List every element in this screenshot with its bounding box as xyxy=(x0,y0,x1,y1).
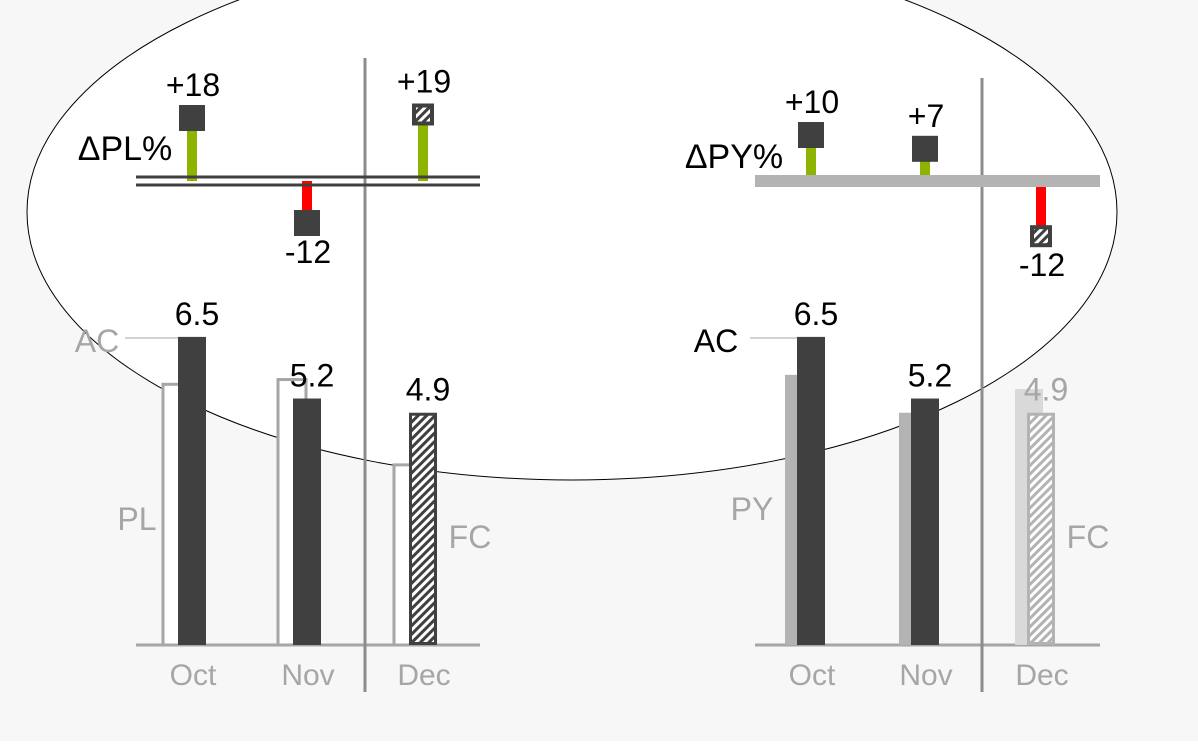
variance-pin xyxy=(187,118,197,181)
category-label: Dec xyxy=(397,659,450,692)
series-label-fc: FC xyxy=(1067,519,1110,555)
variance-label: +18 xyxy=(166,67,220,103)
ac-bar xyxy=(797,336,825,645)
value-label: 5.2 xyxy=(908,358,952,394)
variance-axis-label: ΔPY% xyxy=(685,138,783,176)
fc-bar xyxy=(409,412,437,645)
variance-label: +7 xyxy=(908,98,944,134)
variance-marker xyxy=(798,122,824,148)
ac-bar xyxy=(911,398,939,645)
variance-pin xyxy=(302,181,312,223)
variance-marker xyxy=(179,105,205,131)
series-label-pl: PL xyxy=(117,501,156,537)
variance-label: +10 xyxy=(785,84,839,120)
series-label-py: PY xyxy=(731,491,774,527)
highlight-ellipse xyxy=(26,0,1118,481)
category-label: Nov xyxy=(281,659,334,692)
category-label: Oct xyxy=(789,659,836,692)
variance-pin xyxy=(920,148,930,181)
value-label: 6.5 xyxy=(175,296,219,332)
value-label: 6.5 xyxy=(794,296,838,332)
series-label-ac: AC xyxy=(75,323,119,359)
variance-marker xyxy=(1030,225,1052,248)
variance-marker xyxy=(412,103,434,126)
variance-marker xyxy=(912,135,938,162)
series-label-ac: AC xyxy=(694,323,738,359)
variance-axis-label: ΔPL% xyxy=(78,130,173,168)
value-label: 4.9 xyxy=(1024,372,1068,408)
ac-bar xyxy=(178,336,206,645)
fc-bar xyxy=(1027,412,1055,645)
variance-label: -12 xyxy=(1019,247,1065,283)
variance-label: +19 xyxy=(397,64,451,100)
value-label: 4.9 xyxy=(406,372,450,408)
variance-pin xyxy=(418,114,428,181)
category-label: Dec xyxy=(1015,659,1068,692)
variance-pin xyxy=(806,135,816,181)
category-label: Oct xyxy=(170,659,217,692)
variance-marker xyxy=(294,210,320,236)
series-label-fc: FC xyxy=(449,519,492,555)
category-label: Nov xyxy=(899,659,952,692)
variance-pin xyxy=(1036,181,1046,237)
ac-bar xyxy=(293,398,321,645)
value-label: 5.2 xyxy=(290,358,334,394)
variance-label: -12 xyxy=(285,234,331,270)
